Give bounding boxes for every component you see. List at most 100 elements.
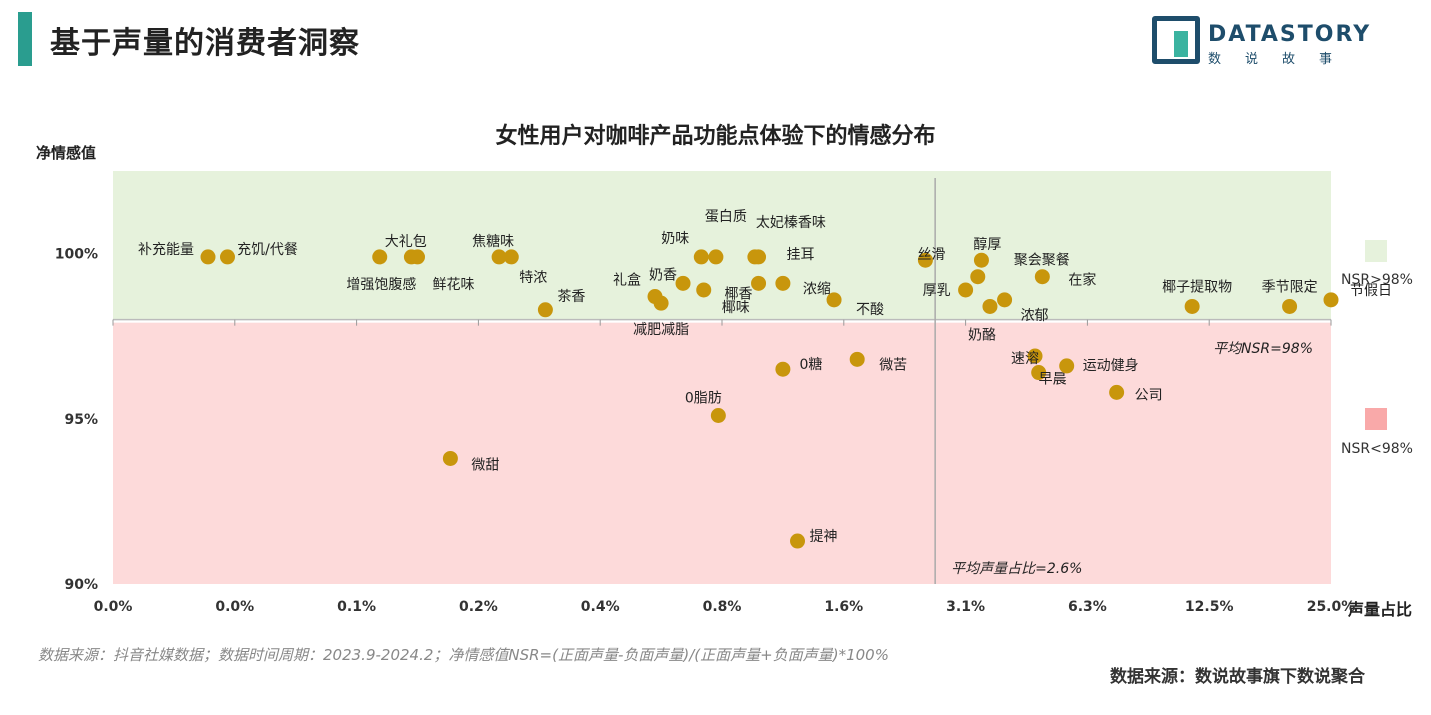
data-point <box>1059 358 1075 374</box>
data-label: 运动健身 <box>1083 358 1139 374</box>
region-positive <box>113 171 1331 320</box>
logo-mark-icon <box>1152 16 1200 64</box>
x-tick-label: 12.5% <box>1185 599 1234 615</box>
data-point <box>1282 298 1298 314</box>
data-label: 鲜花味 <box>433 277 475 293</box>
legend-label-positive: NSR>98% <box>1341 272 1413 288</box>
x-tick-label: 3.1% <box>946 599 985 615</box>
data-label: 聚会聚餐 <box>1014 253 1070 269</box>
data-point <box>200 249 216 265</box>
logo-subtext: 数说故事 <box>1208 52 1357 67</box>
y-tick-label: 100% <box>55 247 98 263</box>
data-point <box>1109 384 1125 400</box>
x-tick-label: 6.3% <box>1068 599 1107 615</box>
page-title: 基于声量的消费者洞察 <box>50 26 360 61</box>
data-point <box>693 249 709 265</box>
data-label: 奶味 <box>661 231 689 247</box>
data-label: 挂耳 <box>787 247 815 263</box>
data-point <box>503 249 519 265</box>
data-label: 蛋白质 <box>705 209 747 225</box>
data-label: 速溶 <box>1011 351 1039 367</box>
logo-text: DATASTORY <box>1208 22 1372 47</box>
data-point <box>491 249 507 265</box>
data-label: 浓郁 <box>1021 308 1049 324</box>
data-point <box>1034 269 1050 285</box>
data-point <box>775 361 791 377</box>
data-point <box>219 249 235 265</box>
data-label: 醇厚 <box>973 236 1001 253</box>
legend-swatch-negative <box>1365 408 1387 430</box>
data-label: 茶香 <box>557 289 585 305</box>
data-point <box>410 249 425 265</box>
data-label: 充饥/代餐 <box>237 242 298 258</box>
data-point <box>675 275 691 291</box>
data-point <box>710 407 726 423</box>
data-point <box>982 298 998 314</box>
data-point <box>775 275 791 291</box>
data-label: 椰香 <box>725 286 753 302</box>
data-label: 焦糖味 <box>472 234 514 250</box>
data-point <box>973 252 989 268</box>
y-axis-label: 净情感值 <box>36 144 97 162</box>
data-label: 大礼包 <box>385 234 427 250</box>
data-label: 奶香 <box>649 267 677 283</box>
data-point <box>958 282 974 298</box>
avg-share-label: 平均声量占比=2.6% <box>951 561 1082 577</box>
data-label: 丝滑 <box>917 246 945 263</box>
y-tick-label: 95% <box>64 412 98 428</box>
data-point <box>708 249 724 265</box>
data-point <box>1184 298 1200 314</box>
data-point <box>696 282 712 298</box>
data-point <box>970 269 986 285</box>
chart-title: 女性用户对咖啡产品功能点体验下的情感分布 <box>495 124 936 149</box>
data-label: 微甜 <box>471 457 499 473</box>
data-label: 椰味 <box>722 300 750 316</box>
data-point <box>653 295 669 311</box>
data-label: 微苦 <box>879 357 907 373</box>
data-label: 减肥减脂 <box>633 322 689 338</box>
data-label: 厚乳 <box>923 283 951 299</box>
data-point <box>1027 348 1043 364</box>
data-label: 浓缩 <box>803 281 831 297</box>
data-point <box>849 351 865 367</box>
x-tick-label: 0.2% <box>459 599 498 615</box>
x-axis-label: 声量占比 <box>1348 600 1413 619</box>
data-point <box>997 292 1013 308</box>
x-tick-label: 0.1% <box>337 599 376 615</box>
data-label: 奶酪 <box>968 327 996 343</box>
y-tick-label: 90% <box>64 577 98 593</box>
data-point <box>1031 365 1047 381</box>
avg-nsr-label: 平均NSR=98% <box>1213 341 1313 357</box>
data-label: 在家 <box>1068 272 1096 289</box>
x-tick-label: 0.0% <box>215 599 254 615</box>
data-label: 太妃榛香味 <box>756 214 826 231</box>
data-point <box>917 252 933 268</box>
data-label: 公司 <box>1135 387 1163 403</box>
data-label: 0糖 <box>799 357 822 373</box>
data-source: 数据来源：数说故事旗下数说聚合 <box>1110 667 1365 687</box>
data-label: 补充能量 <box>138 242 194 258</box>
data-label: 特浓 <box>519 270 547 286</box>
data-label: 节假日 <box>1350 283 1392 299</box>
legend-swatch-positive <box>1365 240 1387 262</box>
data-point <box>751 275 767 291</box>
datastory-logo: DATASTORY 数说故事 <box>1152 16 1382 68</box>
data-label: 提神 <box>810 529 838 545</box>
data-label: 礼盒 <box>613 272 641 289</box>
data-point <box>751 249 767 265</box>
data-point <box>372 249 388 265</box>
data-point <box>790 533 806 549</box>
data-label: 早晨 <box>1039 372 1067 388</box>
x-tick-label: 0.0% <box>94 599 133 615</box>
data-point <box>442 450 458 466</box>
region-negative <box>113 322 1331 584</box>
data-label: 0脂肪 <box>685 390 722 406</box>
data-label: 增强饱腹感 <box>346 276 416 293</box>
data-label: 不酸 <box>856 302 884 318</box>
x-tick-label: 0.8% <box>703 599 742 615</box>
title-accent-bar <box>18 12 32 66</box>
data-point <box>826 292 842 308</box>
x-tick-label: 1.6% <box>824 599 863 615</box>
footnote: 数据来源：抖音社媒数据；数据时间周期：2023.9-2024.2；净情感值NSR… <box>38 646 889 664</box>
legend-label-negative: NSR<98% <box>1341 441 1413 457</box>
